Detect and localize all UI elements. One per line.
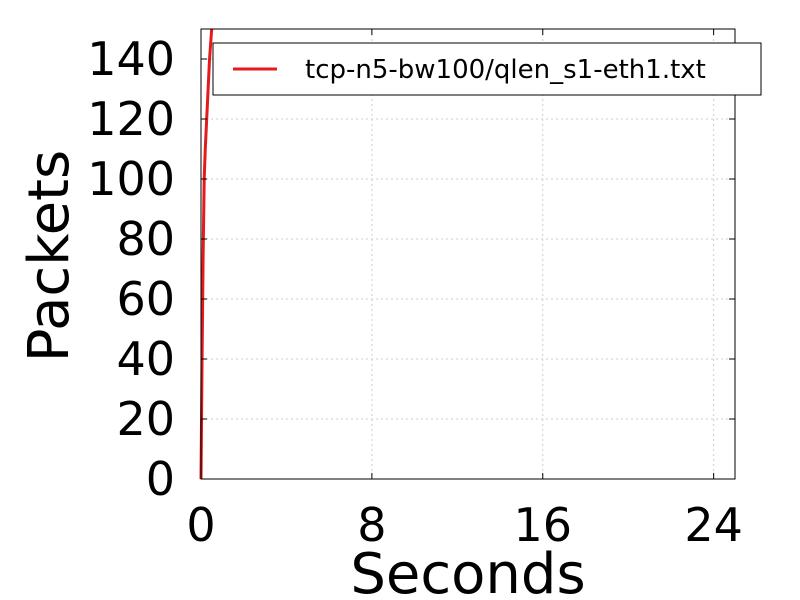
y-tick-label: 60 [116, 272, 175, 326]
y-tick-labels: 0 20 40 60 80 100 120 140 [87, 32, 175, 506]
x-tick-labels: 0 8 16 24 [186, 498, 743, 552]
series-layer [199, 28, 214, 480]
x-tick-label: 16 [513, 498, 572, 552]
y-axis-label: Packets [17, 150, 82, 362]
legend-entry-label: tcp-n5-bw100/qlen_s1-eth1.txt [305, 55, 706, 85]
x-tick-label: 0 [186, 498, 215, 552]
legend-box [212, 42, 762, 96]
ticks [200, 29, 735, 480]
y-tick-label: 140 [87, 32, 175, 86]
x-tick-label: 8 [357, 498, 386, 552]
x-axis-label: Seconds [350, 542, 585, 600]
x-tick-label: 24 [684, 498, 743, 552]
y-tick-label: 120 [87, 92, 175, 146]
y-tick-label: 0 [146, 452, 175, 506]
plot-frame [200, 28, 736, 480]
legend: tcp-n5-bw100/qlen_s1-eth1.txt [212, 42, 762, 96]
series-line-0 [199, 28, 214, 480]
y-tick-label: 40 [116, 332, 175, 386]
y-tick-label: 80 [116, 212, 175, 266]
y-tick-label: 20 [116, 392, 175, 446]
y-tick-label: 100 [87, 152, 175, 206]
